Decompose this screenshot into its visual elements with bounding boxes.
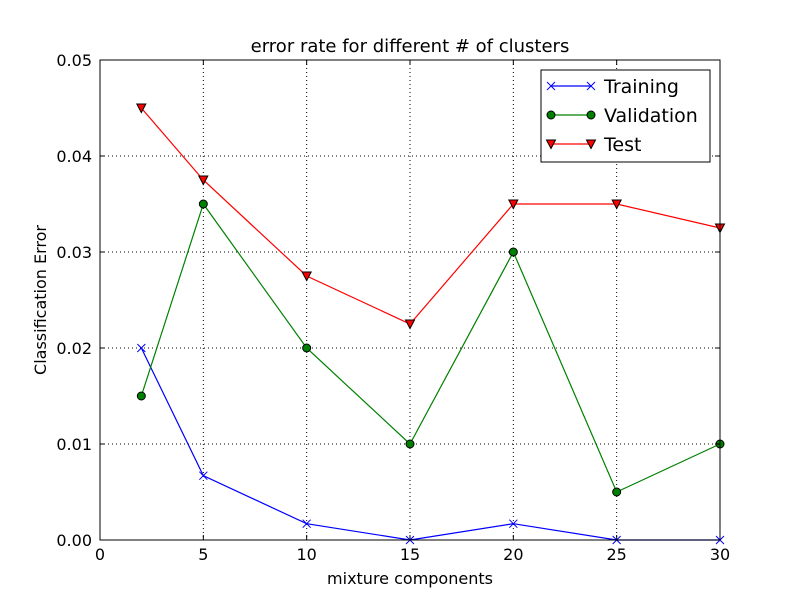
x-tick-label: 25 bbox=[606, 545, 626, 564]
legend-item-validation: Validation bbox=[546, 105, 698, 127]
data-point-training-stroke bbox=[302, 519, 312, 529]
data-point-training bbox=[136, 343, 146, 353]
data-point-test bbox=[508, 199, 519, 210]
data-point-test bbox=[198, 175, 209, 186]
y-tick-label: 0.03 bbox=[56, 243, 92, 262]
x-tick-label: 20 bbox=[503, 545, 523, 564]
data-point-training bbox=[508, 519, 518, 529]
y-axis-label: Classification Error bbox=[31, 225, 50, 375]
x-tick-label: 5 bbox=[198, 545, 208, 564]
data-point-test bbox=[301, 271, 312, 282]
legend-label-validation: Validation bbox=[604, 105, 698, 127]
legend-label-test: Test bbox=[603, 134, 641, 156]
legend-marker-training bbox=[586, 81, 596, 91]
y-tick-label: 0.00 bbox=[56, 531, 92, 550]
legend-marker-test bbox=[585, 139, 597, 150]
data-point-training bbox=[198, 471, 208, 481]
legend-marker-validation bbox=[546, 110, 556, 120]
series-validation bbox=[136, 199, 725, 497]
legend-item-training: Training bbox=[546, 76, 679, 98]
legend-marker-training bbox=[546, 81, 556, 91]
legend-marker-training-stroke bbox=[586, 81, 596, 91]
x-tick-label: 15 bbox=[400, 545, 420, 564]
data-point-validation bbox=[198, 199, 208, 209]
legend-marker-test bbox=[545, 139, 557, 150]
data-point-training-stroke bbox=[508, 519, 518, 529]
legend-marker-training-stroke bbox=[546, 81, 556, 91]
series-test bbox=[136, 103, 726, 330]
legend-item-test: Test bbox=[545, 134, 641, 156]
data-point-validation bbox=[405, 439, 415, 449]
data-point-test bbox=[136, 103, 147, 114]
legend-box bbox=[540, 69, 711, 163]
y-tick-label: 0.04 bbox=[56, 147, 92, 166]
x-tick-label: 10 bbox=[296, 545, 316, 564]
y-tick-label: 0.01 bbox=[56, 435, 92, 454]
data-point-training-stroke bbox=[136, 343, 146, 353]
data-point-training bbox=[302, 519, 312, 529]
x-tick-label: 0 bbox=[95, 545, 105, 564]
data-point-training-stroke bbox=[198, 471, 208, 481]
x-tick-label: 30 bbox=[710, 545, 730, 564]
y-tick-label: 0.02 bbox=[56, 339, 92, 358]
data-point-validation bbox=[302, 343, 312, 353]
x-axis-label: mixture components bbox=[327, 569, 493, 588]
legend-label-training: Training bbox=[603, 76, 679, 98]
y-tick-label: 0.05 bbox=[56, 51, 92, 70]
legend: Training Validation Test bbox=[540, 69, 711, 163]
data-point-validation bbox=[612, 487, 622, 497]
axis-ticks: 0 5 10 15 20 25 30 0.00 0.01 0.02 0.03 0.04 0.05 bbox=[56, 51, 730, 564]
data-point-test bbox=[404, 319, 416, 330]
data-point-validation bbox=[136, 391, 146, 401]
legend-marker-validation bbox=[586, 110, 596, 120]
chart-title: error rate for different # of clusters bbox=[251, 36, 570, 57]
data-point-test bbox=[611, 199, 622, 210]
data-point-validation bbox=[508, 247, 518, 257]
